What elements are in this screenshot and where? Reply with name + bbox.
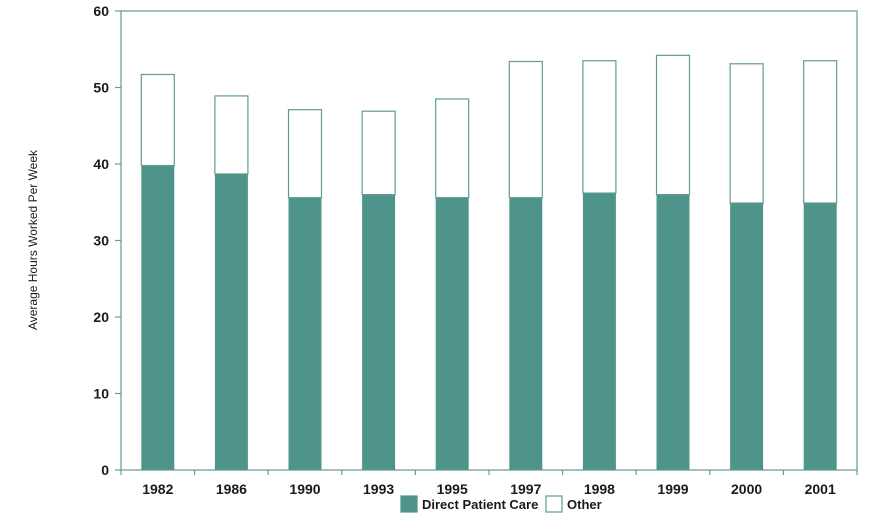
x-tick-label: 1993	[363, 481, 394, 497]
bar-other-1993	[361, 110, 396, 196]
bar-direct-patient-care-1998	[582, 193, 616, 470]
x-tick-label: 1990	[289, 481, 320, 497]
x-tick-label: 1982	[142, 481, 173, 497]
y-axis-title: Average Hours Worked Per Week	[26, 149, 40, 330]
x-tick-label: 1999	[657, 481, 688, 497]
y-tick-label: 20	[93, 309, 109, 325]
bar-other-1990	[287, 109, 323, 199]
bar-direct-patient-care-1986	[214, 173, 248, 470]
y-tick-label: 0	[101, 462, 109, 478]
bar-other-2000	[729, 63, 764, 204]
x-tick-label: 1995	[437, 481, 468, 497]
bar-direct-patient-care-2001	[803, 203, 837, 470]
bar-other-1986	[214, 95, 249, 175]
bar-direct-patient-care-1995	[435, 197, 469, 470]
legend-swatch-direct-patient-care	[400, 495, 418, 513]
bar-other-1998	[582, 60, 617, 194]
bar-direct-patient-care-1993	[362, 194, 396, 470]
x-axis: 1982 1986 1990 1993 1995 1997 1998 1999 2000 2001	[120, 470, 858, 497]
y-tick-label: 40	[93, 156, 109, 172]
bar-other-2001	[803, 60, 838, 204]
bars	[140, 54, 838, 470]
bar-other-1995	[435, 98, 470, 199]
bar-direct-patient-care-1997	[509, 197, 543, 470]
x-tick-label: 1997	[510, 481, 541, 497]
y-axis: 0 10 20 30 40 50 60	[93, 3, 121, 478]
legend-swatch-other	[545, 495, 563, 513]
legend-label-direct-patient-care: Direct Patient Care	[422, 497, 538, 512]
y-tick-label: 30	[93, 233, 109, 249]
x-tick-label: 1998	[584, 481, 615, 497]
bar-direct-patient-care-1990	[288, 197, 322, 470]
legend-label-other: Other	[567, 497, 602, 512]
bar-direct-patient-care-2000	[730, 203, 764, 470]
x-tick-label: 2000	[731, 481, 762, 497]
bar-direct-patient-care-1999	[656, 194, 690, 470]
y-tick-label: 50	[93, 80, 109, 96]
bar-other-1982	[140, 73, 175, 167]
y-tick-label: 60	[93, 3, 109, 19]
x-tick-label: 1986	[216, 481, 247, 497]
bar-other-1997	[508, 60, 543, 199]
legend: Direct Patient Care Other	[400, 495, 602, 513]
y-tick-label: 10	[93, 386, 109, 402]
bar-other-1999	[655, 54, 691, 196]
bar-direct-patient-care-1982	[141, 165, 175, 470]
x-tick-label: 2001	[805, 481, 836, 497]
